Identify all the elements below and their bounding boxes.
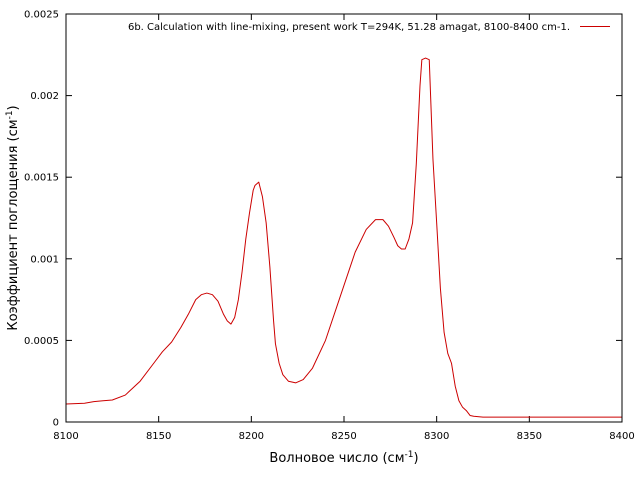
y-tick-label: 0.0025	[24, 10, 59, 21]
y-axis-label-superscript: -1	[5, 110, 15, 119]
x-tick-label: 8400	[609, 431, 634, 442]
y-axis-label: Коэффициент поглощения (см-1)	[5, 105, 21, 330]
series-layer	[65, 57, 622, 418]
y-tick-label: 0	[53, 418, 59, 429]
x-tick-label: 8100	[53, 431, 78, 442]
x-axis-label-main: Волновое число (см	[269, 451, 404, 466]
y-tick-label: 0.0015	[24, 173, 59, 184]
y-axis-label-end: )	[6, 105, 21, 110]
plot-frame	[65, 13, 623, 423]
x-tick-label: 8150	[146, 431, 171, 442]
x-tick-label: 8350	[517, 431, 542, 442]
y-tick-label: 0.001	[30, 254, 59, 265]
y-tick-label: 0.002	[30, 91, 59, 102]
x-tick-label: 8200	[239, 431, 264, 442]
x-tick-label: 8300	[424, 431, 449, 442]
series-line	[65, 57, 622, 418]
x-axis-label: Волновое число (см-1)	[269, 450, 418, 466]
axis-tick-labels: 8100 8150 8200 8250 8300 8350 8400 0 0.0005 0.001…	[24, 10, 635, 443]
legend-entry-label: 6b. Calculation with line-mixing, presen…	[128, 22, 570, 33]
axis-ticks	[65, 13, 623, 423]
y-tick-label: 0.0005	[24, 336, 59, 347]
x-tick-label: 8250	[331, 431, 356, 442]
x-axis-label-superscript: -1	[405, 450, 414, 460]
x-axis-label-end: )	[413, 451, 418, 466]
y-axis-label-main: Коэффициент поглощения (см	[6, 119, 21, 330]
